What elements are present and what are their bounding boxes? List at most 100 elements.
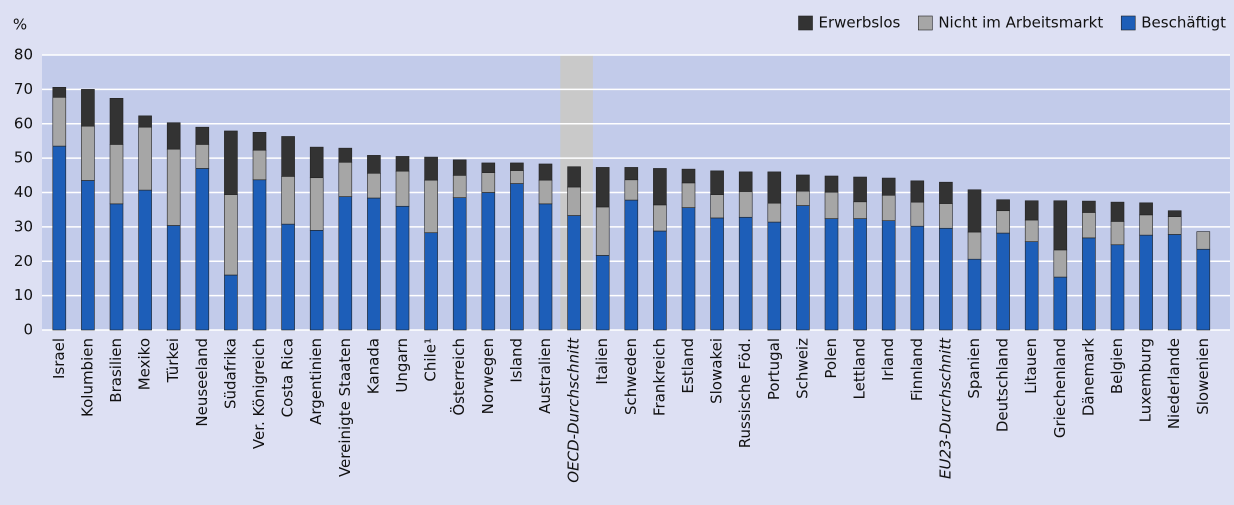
x-tick-label: EU23-Durchschnitt [936, 337, 954, 479]
bar-segment [567, 215, 581, 331]
bar-segment [653, 168, 667, 206]
bar-segment [81, 125, 95, 181]
bar-segment [52, 87, 67, 98]
bar-segment [824, 218, 839, 331]
x-tick-label: Vereinigte Staaten [336, 338, 354, 477]
x-tick-label: Ungarn [393, 338, 411, 393]
bar-segment [767, 221, 782, 331]
y-tick-label: 40 [14, 183, 33, 201]
bar-segment [281, 176, 295, 225]
bar-segment [996, 232, 1010, 331]
bar-segment [224, 274, 238, 331]
bar-segment [138, 115, 152, 128]
bar-segment [624, 167, 639, 181]
bar-segment [967, 231, 982, 260]
x-tick-label: Türkei [164, 338, 182, 383]
bar-segment [881, 220, 896, 331]
x-tick-label: Argentinien [307, 338, 325, 425]
bar-segment [595, 206, 610, 256]
bar-segment [710, 194, 724, 219]
y-axis-label: % [13, 16, 27, 34]
x-tick-label: Österreich [449, 338, 468, 416]
bar-segment [309, 146, 324, 179]
x-tick-label: Polen [822, 338, 840, 379]
bar-segment [853, 218, 867, 331]
bar-segment [624, 199, 639, 331]
bar-segment [967, 189, 982, 233]
x-tick-label: Island [507, 338, 525, 383]
bar-segment [538, 163, 553, 181]
bar-segment [166, 148, 181, 226]
bar-segment [1167, 234, 1182, 331]
bar-segment [738, 191, 753, 218]
bar-segment [881, 194, 896, 221]
x-tick-label: Chile¹ [422, 338, 440, 382]
bar-segment [338, 196, 353, 331]
bar-segment [138, 126, 152, 191]
bar-segment [1053, 200, 1068, 251]
x-tick-label: Brasilien [107, 338, 125, 403]
x-tick-label: Deutschland [994, 338, 1012, 432]
bar-segment [1082, 200, 1096, 213]
bar-segment [166, 122, 181, 150]
bar-segment [681, 182, 696, 208]
bar-segment [824, 191, 839, 219]
bar-segment [681, 207, 696, 331]
x-tick-label: Italien [593, 338, 611, 385]
y-tick-label: 80 [14, 46, 33, 64]
bar-segment [195, 168, 210, 331]
y-tick-label: 0 [23, 321, 33, 339]
bar-segment [309, 230, 324, 331]
bar-segment [538, 179, 553, 205]
bar-segment [910, 225, 925, 331]
x-tick-label: Schweden [622, 338, 640, 415]
bar-segment [481, 162, 496, 173]
x-tick-label: Belgien [1108, 338, 1126, 394]
bar-segment [767, 171, 782, 204]
bar-segment [195, 126, 210, 145]
x-tick-label: Spanien [965, 338, 983, 399]
bar-segment [510, 162, 524, 171]
x-tick-label: Mexiko [136, 338, 154, 390]
x-tick-label: Griechenland [1051, 338, 1069, 438]
bar-segment [939, 227, 953, 331]
legend-swatch [1120, 15, 1136, 31]
bar-segment [395, 156, 410, 172]
bar-segment [796, 174, 810, 192]
bar-segment [996, 210, 1010, 234]
bar-segment [195, 144, 210, 169]
bar-segment [109, 98, 124, 145]
bar-segment [52, 145, 67, 331]
legend-swatch [918, 15, 933, 31]
legend-label: Nicht im Arbeitsmarkt [938, 14, 1103, 32]
x-tick-label: Israel [50, 338, 68, 379]
bar-segment [1196, 231, 1211, 250]
bar-segment [996, 199, 1010, 212]
bar-segment [1139, 214, 1153, 236]
bar-segment [1110, 221, 1125, 246]
bar-segment [367, 155, 381, 174]
x-tick-label: Norwegen [479, 338, 497, 414]
bar-segment [1110, 201, 1125, 222]
x-tick-label: Irland [879, 338, 897, 381]
x-tick-label: Niederlande [1165, 338, 1183, 429]
bar-segment [52, 96, 67, 147]
x-tick-label: Frankreich [650, 338, 668, 416]
bar-segment [338, 161, 353, 197]
bar-segment [738, 216, 753, 331]
bar-segment [367, 197, 381, 331]
bar-segment [309, 177, 324, 231]
x-tick-label: Lettland [851, 338, 869, 399]
bar-segment [796, 190, 810, 206]
bar-segment [1082, 237, 1096, 331]
bar-segment [481, 192, 496, 331]
y-tick-label: 30 [14, 217, 33, 235]
y-tick-label: 10 [14, 286, 33, 304]
bar-segment [1053, 249, 1068, 278]
bar-segment [1167, 216, 1182, 235]
y-tick-label: 70 [14, 80, 33, 98]
bar-segment [710, 217, 724, 331]
y-tick-label: 60 [14, 114, 33, 132]
x-tick-label: Dänemark [1079, 338, 1097, 416]
x-tick-label: Schweiz [793, 338, 811, 399]
